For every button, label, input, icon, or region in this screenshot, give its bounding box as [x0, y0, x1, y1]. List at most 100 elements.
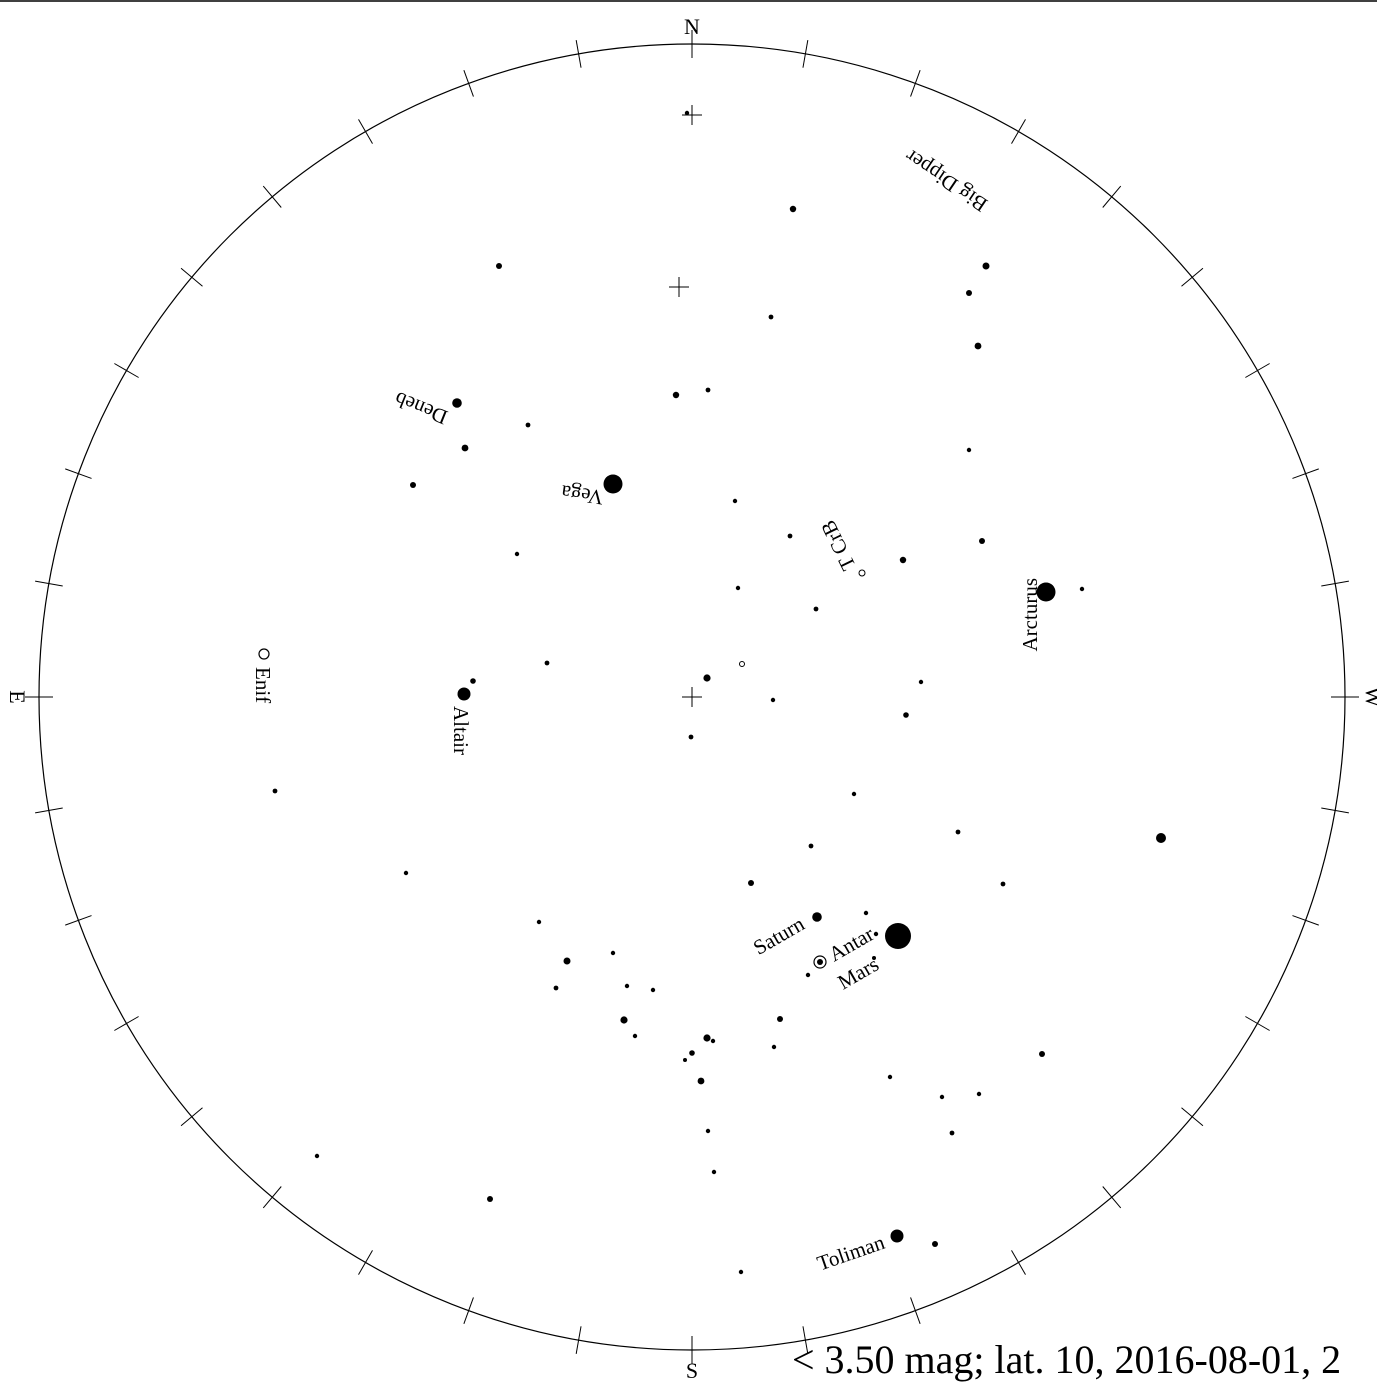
star-dot [851, 791, 857, 797]
star-dot [544, 660, 550, 666]
horizon-tick [1245, 1016, 1270, 1031]
horizon-tick [358, 119, 373, 144]
horizon-ticks [25, 30, 1359, 1364]
star-dot [705, 387, 711, 393]
star-dot [899, 556, 907, 564]
star-dot [789, 205, 797, 213]
star-dot [974, 342, 982, 350]
star-dot [813, 606, 819, 612]
variable-marker [739, 661, 745, 667]
star-dot [805, 972, 811, 978]
label-arcturus: Arcturus [1018, 578, 1042, 651]
star-dot [711, 1169, 717, 1175]
horizon-tick [802, 1326, 809, 1354]
horizon-tick [262, 1186, 282, 1209]
horizon-tick [1321, 580, 1349, 587]
horizon-tick [1292, 915, 1319, 926]
horizon-tick [1321, 807, 1349, 814]
crosshair-markers [669, 105, 702, 707]
horizon-tick [180, 267, 203, 287]
horizon-tick [463, 70, 474, 97]
star-dot [710, 1038, 716, 1044]
cardinal-west: W [1361, 687, 1377, 708]
star-dot [748, 880, 754, 886]
horizon-tick [1245, 363, 1270, 378]
cardinal-north: N [684, 14, 700, 39]
star-dot [703, 1034, 711, 1042]
label-deneb: Deneb [391, 387, 451, 430]
star-dot [1036, 582, 1056, 602]
horizon-tick [463, 1297, 474, 1324]
star-dot [890, 1229, 904, 1243]
star-dot [872, 956, 876, 960]
star-dot [703, 674, 711, 682]
horizon-tick [1011, 1250, 1026, 1275]
mars-marker-core [817, 959, 823, 965]
star-dot [461, 444, 469, 452]
horizon-tick [1102, 1186, 1122, 1209]
star-dot [812, 912, 822, 922]
horizon-tick [910, 1297, 921, 1324]
star-dot [1039, 1051, 1045, 1057]
star-dot [672, 391, 680, 399]
star-dot [624, 983, 630, 989]
label-saturn: Saturn [749, 911, 809, 959]
cardinal-east: E [5, 690, 30, 703]
horizon-tick [575, 1326, 582, 1354]
label-vega: Vega [559, 480, 605, 510]
horizon-tick [1181, 1107, 1204, 1127]
horizon-tick [910, 70, 921, 97]
horizon-tick [1181, 267, 1204, 287]
horizon-tick [1011, 119, 1026, 144]
star-dot [955, 829, 961, 835]
star-dot [688, 734, 694, 740]
star-dot [770, 697, 776, 703]
star-dot [525, 422, 531, 428]
star-dot [966, 290, 972, 296]
star-dot [457, 687, 471, 701]
horizon-tick [114, 363, 139, 378]
star-dot [487, 1196, 493, 1202]
star-dot [732, 498, 738, 504]
star-dot [979, 538, 985, 544]
star-dot [563, 957, 571, 965]
horizon-tick [1292, 468, 1319, 479]
horizon-tick [802, 40, 809, 68]
label-enif: Enif [251, 667, 275, 703]
label-altair: Altair [449, 706, 473, 755]
star-dot [610, 950, 616, 956]
star-dot [684, 110, 690, 116]
star-dot [887, 1074, 893, 1080]
label-t-crb: T CrB [816, 516, 861, 574]
mars-marker [813, 955, 827, 969]
label-big-dipper: Big Dipper [900, 145, 991, 217]
horizon-tick [262, 185, 282, 208]
star-dot [452, 398, 462, 408]
star-dot [1156, 833, 1166, 843]
star-dot [863, 910, 869, 916]
star-dot [603, 474, 623, 494]
star-dot [536, 919, 542, 925]
star-dot [885, 923, 911, 949]
chart-caption: < 3.50 mag; lat. 10, 2016-08-01, 2 [792, 1337, 1341, 1382]
star-dot [705, 1128, 711, 1134]
star-dot [1000, 881, 1006, 887]
horizon-tick [65, 915, 92, 926]
horizon-tick [575, 40, 582, 68]
star-dot [553, 985, 559, 991]
star-dot [689, 1050, 695, 1056]
horizon-tick [1102, 185, 1122, 208]
star-dot [787, 533, 793, 539]
star-dot [514, 551, 520, 557]
star-field [272, 110, 1166, 1275]
star-dot [272, 788, 278, 794]
star-dot [314, 1153, 320, 1159]
star-dot [403, 870, 409, 876]
star-dot [808, 843, 814, 849]
star-dot [768, 314, 774, 320]
star-dot [932, 1241, 938, 1247]
enif-marker [258, 648, 270, 660]
horizon-tick [358, 1250, 373, 1275]
star-dot [650, 987, 656, 993]
